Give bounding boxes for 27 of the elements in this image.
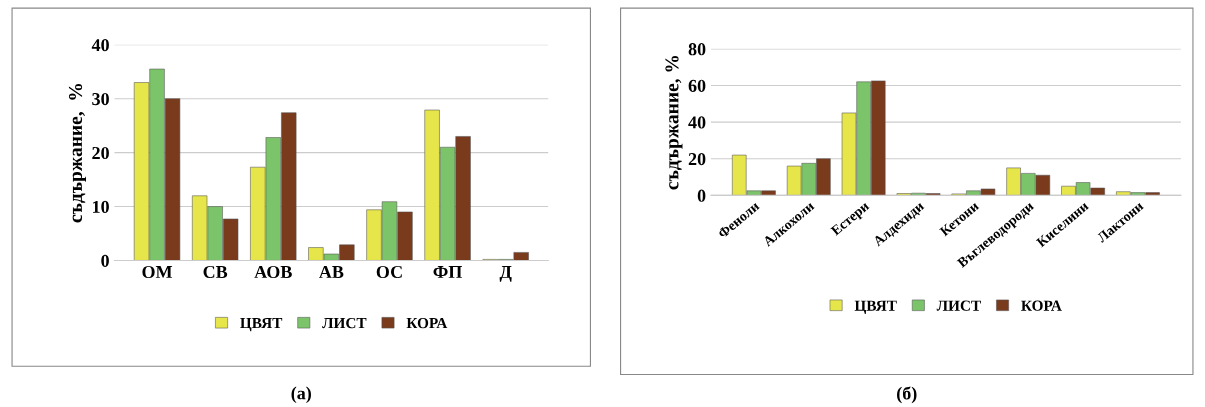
- x-tick-label: Д: [499, 266, 512, 282]
- y-tick-label: 20: [92, 146, 109, 160]
- x-tick-label: СВ: [203, 265, 228, 279]
- legend-label: ЦВЯТ: [854, 300, 897, 314]
- legend-label: КОРА: [1021, 300, 1062, 311]
- legend-label: ЦВЯТ: [240, 318, 283, 332]
- y-tick-label: 40: [91, 39, 109, 52]
- x-tick-label: ФП: [433, 266, 463, 278]
- y-tick-label: 20: [688, 152, 706, 166]
- y-tick-label: 80: [688, 43, 706, 56]
- legend-label: ЛИСТ: [322, 317, 367, 329]
- y-tick-label: 60: [688, 79, 706, 92]
- y-tick-label: 0: [697, 189, 706, 202]
- y-axis-title: съдържание, %: [68, 84, 86, 223]
- x-tick-label: ОС: [376, 265, 402, 279]
- legend-label: КОРА: [406, 317, 448, 329]
- y-tick-label: 40: [688, 116, 706, 129]
- x-tick-label: ОМ: [142, 265, 173, 279]
- x-tick-label: АОВ: [254, 265, 292, 279]
- text: (б): [897, 386, 917, 404]
- y-tick-label: 30: [92, 92, 109, 106]
- y-tick-label: 0: [101, 254, 109, 267]
- text: (а): [291, 386, 311, 403]
- y-axis-title: съдържание, %: [665, 55, 683, 190]
- legend-label: ЛИСТ: [936, 300, 981, 311]
- x-tick-label: АВ: [319, 265, 344, 278]
- y-tick-label: 10: [93, 200, 109, 213]
